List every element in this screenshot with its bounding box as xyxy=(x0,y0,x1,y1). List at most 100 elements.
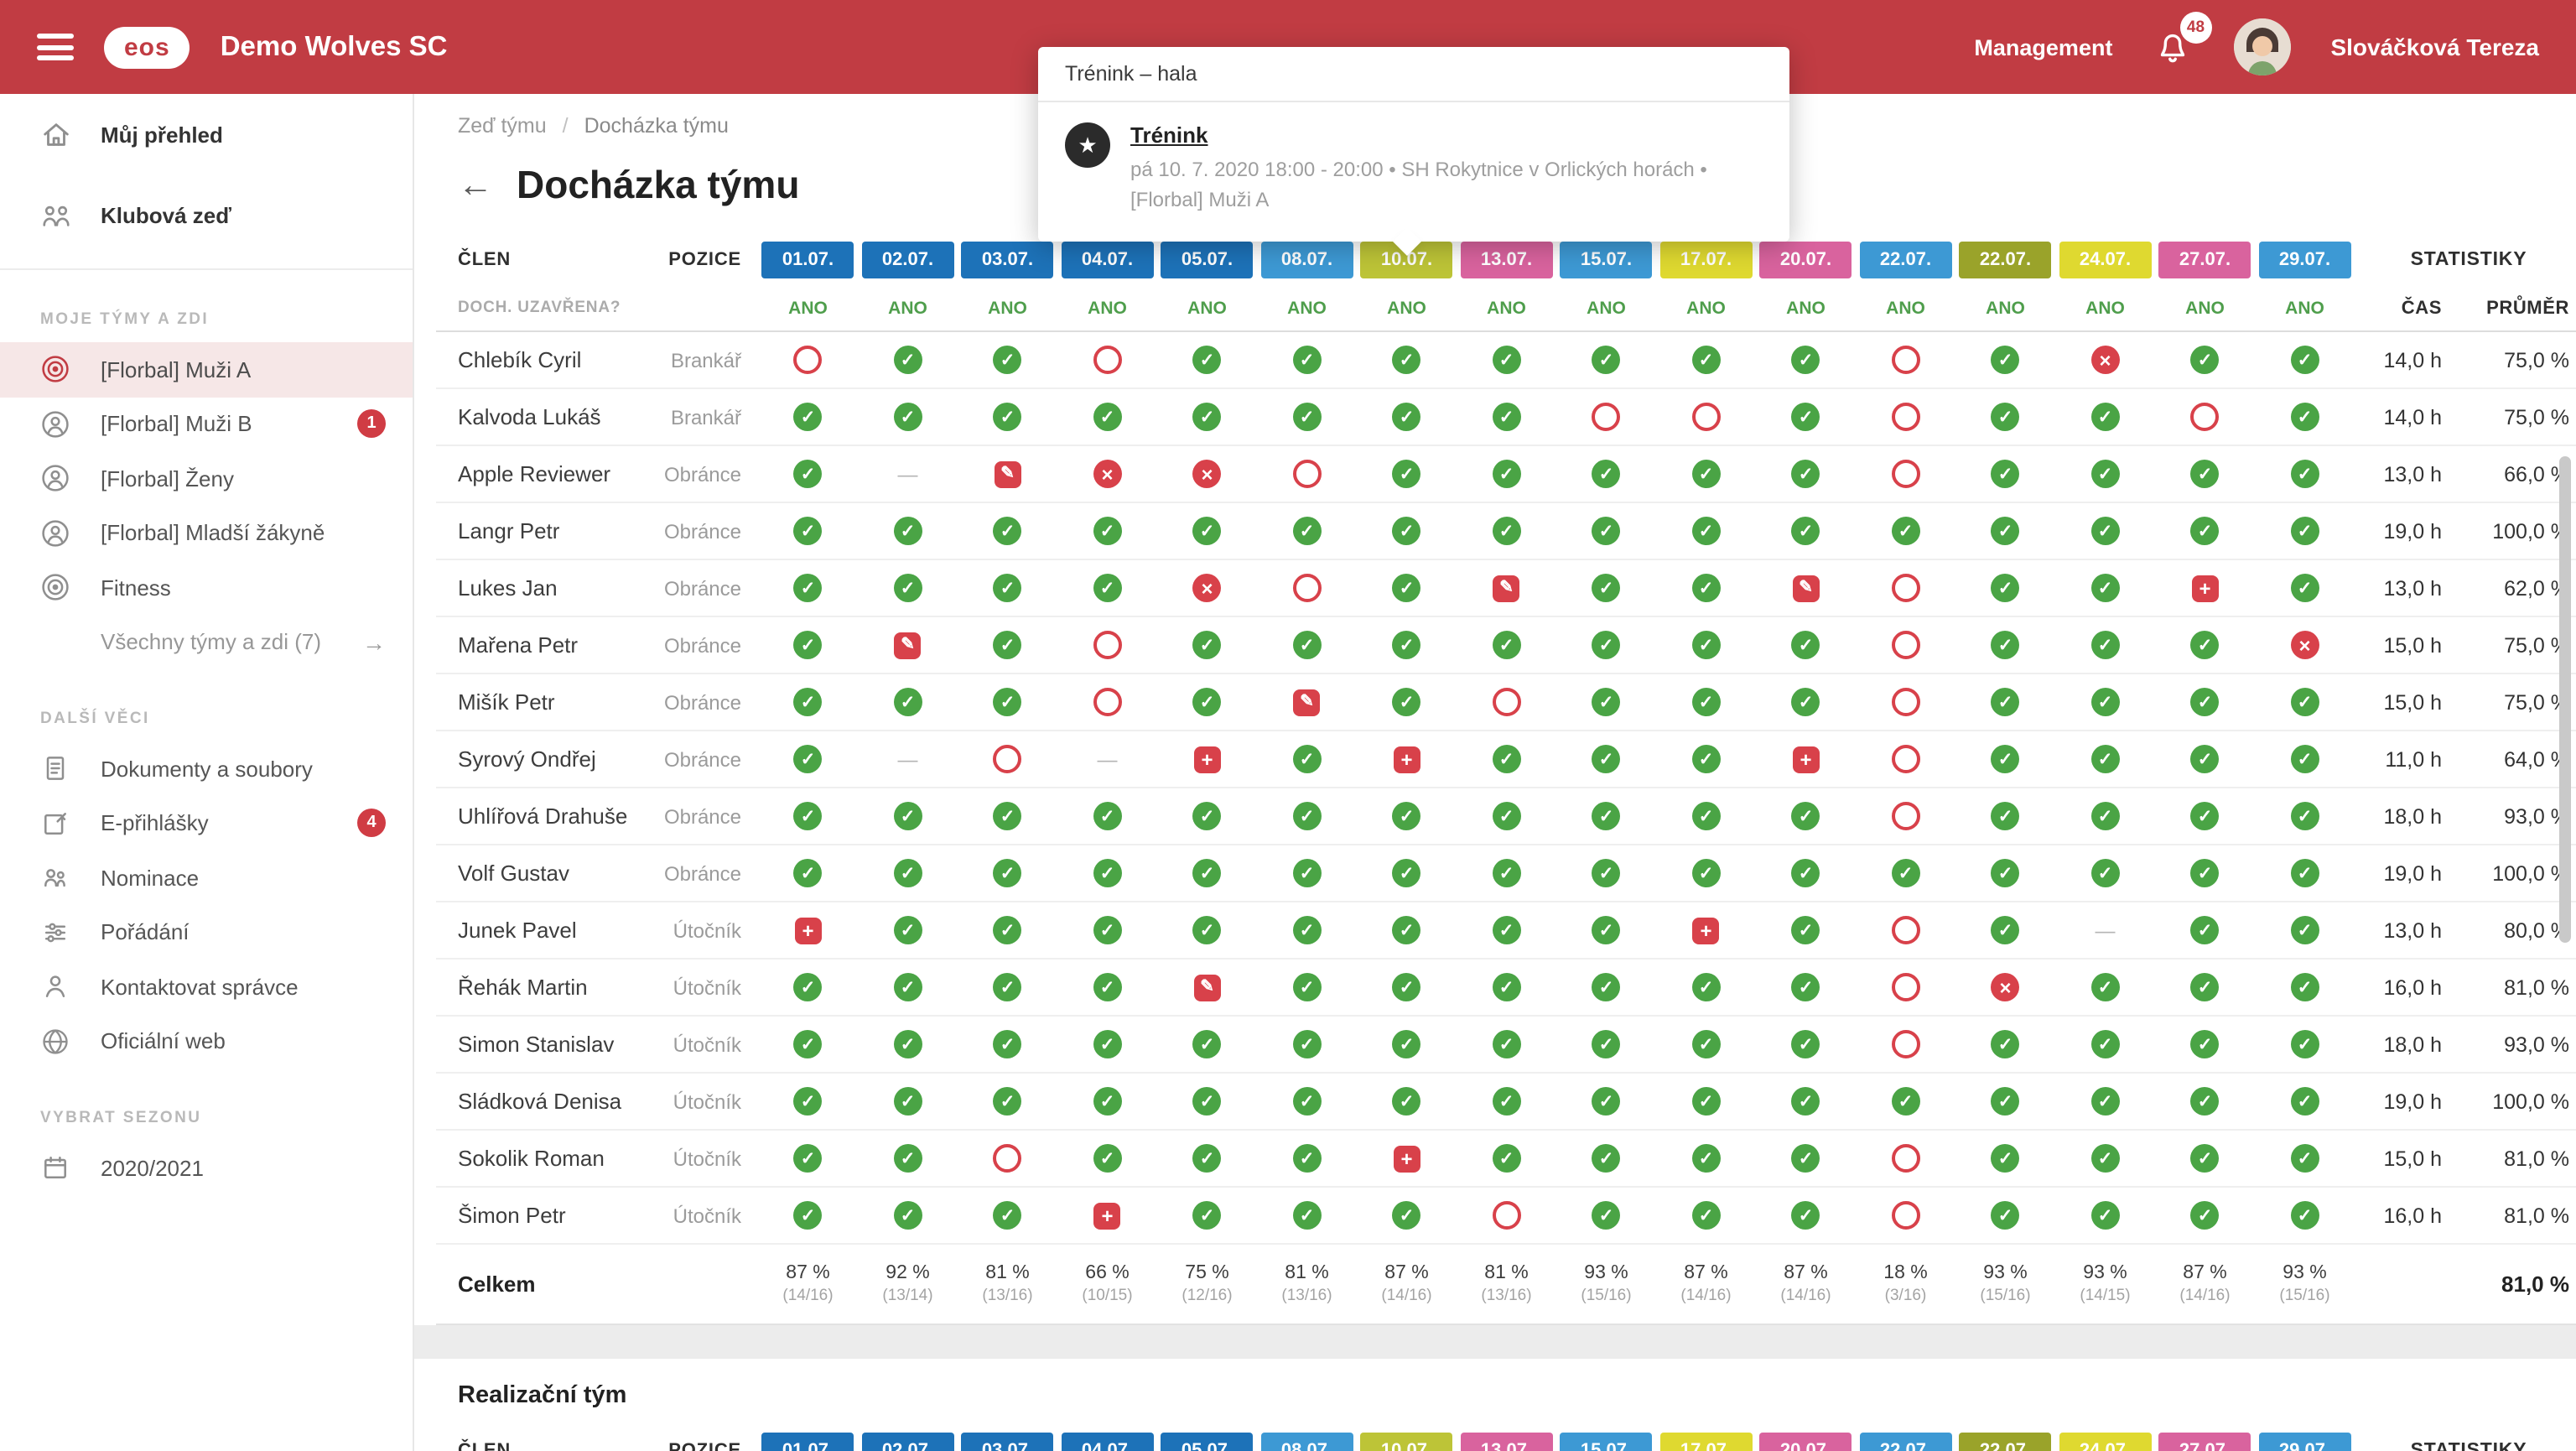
management-link[interactable]: Management xyxy=(1974,34,2113,60)
check-icon[interactable] xyxy=(793,403,823,431)
check-icon[interactable] xyxy=(993,574,1022,602)
check-icon[interactable] xyxy=(993,403,1022,431)
sidebar-item-poradani[interactable]: Pořádání xyxy=(0,905,413,960)
absent-circle-icon[interactable] xyxy=(1891,688,1920,716)
check-icon[interactable] xyxy=(1691,346,1721,374)
check-icon[interactable] xyxy=(1093,802,1122,830)
check-icon[interactable] xyxy=(1691,460,1721,488)
date-chip[interactable]: 03.07. xyxy=(961,242,1054,278)
check-icon[interactable] xyxy=(1392,346,1421,374)
check-icon[interactable] xyxy=(2290,517,2319,545)
check-icon[interactable] xyxy=(1292,802,1322,830)
check-icon[interactable] xyxy=(1192,1201,1222,1230)
check-icon[interactable] xyxy=(1791,688,1820,716)
check-icon[interactable] xyxy=(993,916,1022,944)
check-icon[interactable] xyxy=(893,973,922,1001)
check-icon[interactable] xyxy=(2090,1201,2120,1230)
sidebar-item-dokumenty-a-soubory[interactable]: Dokumenty a soubory xyxy=(0,741,413,796)
note-icon[interactable] xyxy=(1792,575,1820,601)
first-aid-icon[interactable] xyxy=(1093,1202,1121,1229)
check-icon[interactable] xyxy=(1392,460,1421,488)
absent-circle-icon[interactable] xyxy=(1093,346,1122,374)
first-aid-icon[interactable] xyxy=(1393,746,1420,772)
check-icon[interactable] xyxy=(2290,802,2319,830)
first-aid-icon[interactable] xyxy=(1193,746,1221,772)
date-chip[interactable]: 22.07. xyxy=(1859,1433,1952,1451)
absent-circle-icon[interactable] xyxy=(1891,802,1920,830)
check-icon[interactable] xyxy=(1691,688,1721,716)
date-chip[interactable]: 27.07. xyxy=(2158,1433,2251,1451)
sidebar-item-vsechny-tymy-a-zdi-7[interactable]: Všechny týmy a zdi (7) → xyxy=(0,615,413,669)
cross-icon[interactable] xyxy=(2290,631,2319,659)
check-icon[interactable] xyxy=(1592,1201,1621,1230)
check-icon[interactable] xyxy=(1791,517,1820,545)
check-icon[interactable] xyxy=(1891,517,1920,545)
date-chip[interactable]: 29.07. xyxy=(2258,242,2351,278)
check-icon[interactable] xyxy=(1592,745,1621,773)
eos-logo[interactable]: eos xyxy=(104,26,190,68)
sidebar-item-florbal-muzi-a[interactable]: [Florbal] Muži A xyxy=(0,342,413,397)
check-icon[interactable] xyxy=(1392,631,1421,659)
check-icon[interactable] xyxy=(1691,631,1721,659)
absent-circle-icon[interactable] xyxy=(1292,460,1322,488)
check-icon[interactable] xyxy=(1791,859,1820,887)
check-icon[interactable] xyxy=(893,574,922,602)
check-icon[interactable] xyxy=(1592,688,1621,716)
check-icon[interactable] xyxy=(793,1201,823,1230)
sidebar-item-e-prihlasky[interactable]: E-přihlášky 4 xyxy=(0,796,413,850)
member-name[interactable]: Langr Petr xyxy=(458,518,560,543)
check-icon[interactable] xyxy=(2190,859,2220,887)
check-icon[interactable] xyxy=(2290,1144,2319,1173)
check-icon[interactable] xyxy=(1392,1030,1421,1058)
check-icon[interactable] xyxy=(1791,1144,1820,1173)
check-icon[interactable] xyxy=(2190,1201,2220,1230)
check-icon[interactable] xyxy=(993,1030,1022,1058)
date-chip[interactable]: 10.07. xyxy=(1360,242,1453,278)
date-chip[interactable]: 04.07. xyxy=(1061,1433,1154,1451)
check-icon[interactable] xyxy=(1691,745,1721,773)
date-chip[interactable]: 22.07. xyxy=(1859,242,1952,278)
check-icon[interactable] xyxy=(1592,574,1621,602)
sidebar-item-fitness[interactable]: Fitness xyxy=(0,560,413,615)
check-icon[interactable] xyxy=(2290,688,2319,716)
sidebar-item-klubova-zed[interactable]: Klubová zeď xyxy=(0,174,413,255)
check-icon[interactable] xyxy=(1592,859,1621,887)
check-icon[interactable] xyxy=(2290,403,2319,431)
check-icon[interactable] xyxy=(2290,1201,2319,1230)
dash-icon[interactable] xyxy=(2091,916,2120,944)
absent-circle-icon[interactable] xyxy=(1891,631,1920,659)
check-icon[interactable] xyxy=(2290,574,2319,602)
check-icon[interactable] xyxy=(1292,1087,1322,1116)
check-icon[interactable] xyxy=(893,517,922,545)
check-icon[interactable] xyxy=(1691,973,1721,1001)
check-icon[interactable] xyxy=(2190,1087,2220,1116)
check-icon[interactable] xyxy=(2290,745,2319,773)
check-icon[interactable] xyxy=(1192,346,1222,374)
check-icon[interactable] xyxy=(1492,1144,1521,1173)
check-icon[interactable] xyxy=(1292,916,1322,944)
check-icon[interactable] xyxy=(893,346,922,374)
check-icon[interactable] xyxy=(1991,346,2020,374)
check-icon[interactable] xyxy=(1492,346,1521,374)
check-icon[interactable] xyxy=(2190,802,2220,830)
member-name[interactable]: Apple Reviewer xyxy=(458,461,611,486)
check-icon[interactable] xyxy=(1891,859,1920,887)
check-icon[interactable] xyxy=(793,1144,823,1173)
check-icon[interactable] xyxy=(1791,460,1820,488)
check-icon[interactable] xyxy=(793,1030,823,1058)
check-icon[interactable] xyxy=(1691,802,1721,830)
sidebar-item-kontaktovat-spravce[interactable]: Kontaktovat správce xyxy=(0,960,413,1014)
note-icon[interactable] xyxy=(1193,974,1221,1001)
absent-circle-icon[interactable] xyxy=(1891,460,1920,488)
absent-circle-icon[interactable] xyxy=(1492,1201,1521,1230)
absent-circle-icon[interactable] xyxy=(1093,688,1122,716)
date-chip[interactable]: 22.07. xyxy=(1959,1433,2052,1451)
check-icon[interactable] xyxy=(2290,460,2319,488)
check-icon[interactable] xyxy=(2090,973,2120,1001)
check-icon[interactable] xyxy=(1691,574,1721,602)
member-name[interactable]: Mišík Petr xyxy=(458,689,555,715)
check-icon[interactable] xyxy=(793,631,823,659)
check-icon[interactable] xyxy=(893,1144,922,1173)
date-chip[interactable]: 17.07. xyxy=(1659,1433,1753,1451)
check-icon[interactable] xyxy=(1592,1030,1621,1058)
